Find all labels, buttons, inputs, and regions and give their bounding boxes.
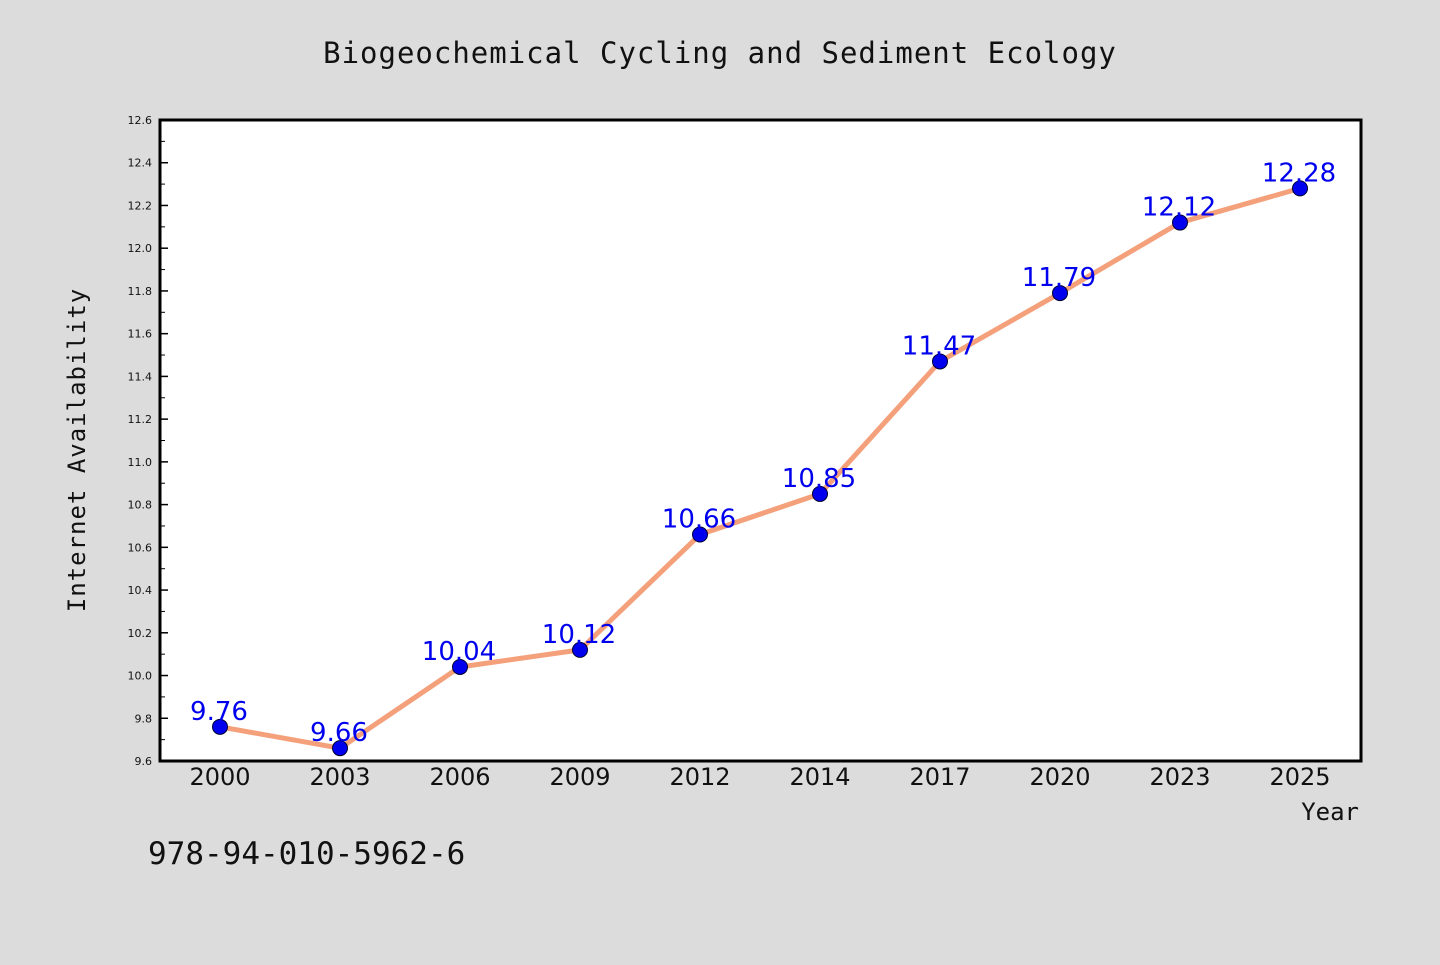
x-axis-label: Year [1301,798,1359,826]
chart-title: Biogeochemical Cycling and Sediment Ecol… [323,36,1117,70]
y-tick-label: 9.6 [135,755,153,768]
x-tick-label: 2012 [669,763,730,791]
y-tick-label: 10.8 [128,499,153,512]
y-tick-label: 11.8 [128,285,153,298]
data-point-marker [212,718,228,735]
data-value-label: 11.79 [1022,263,1096,293]
data-value-label: 9.76 [190,697,248,727]
y-tick-label: 11.4 [128,370,153,383]
y-axis-ticks: 9.6 9.8 10.0 10.2 10.4 10.6 10.8 11.0 11.2 11.4 11… [128,114,168,768]
data-point-marker [1052,285,1068,302]
x-tick-label: 2017 [909,763,970,791]
data-value-label: 10.12 [542,620,616,650]
y-tick-label: 11.2 [128,413,153,426]
x-tick-label: 2006 [429,763,490,791]
y-tick-label: 12.4 [128,157,153,170]
data-labels: 9.76 9.66 10.04 10.12 10.66 10.85 11.47 11.79 12… [190,158,1336,748]
data-point-marker [692,526,708,543]
x-tick-label: 2014 [789,763,850,791]
data-value-label: 10.66 [662,505,736,535]
x-tick-label: 2020 [1029,763,1090,791]
data-value-label: 12.28 [1262,158,1336,188]
x-tick-label: 2009 [549,763,610,791]
y-tick-label: 11.0 [128,456,153,469]
data-point-marker [812,485,828,502]
footer-isbn: 978-94-010-5962-6 [148,836,465,872]
data-point-marker [1172,214,1188,231]
y-tick-label: 10.0 [128,670,153,683]
data-value-label: 9.66 [310,718,368,748]
y-tick-label: 11.6 [128,328,153,341]
plot-area [158,118,1363,763]
x-tick-label: 2000 [189,763,250,791]
data-point-marker [932,353,948,370]
data-point-marker [452,658,468,675]
data-markers [212,180,1308,757]
y-tick-label: 10.2 [128,627,153,640]
y-tick-label: 12.6 [128,114,153,127]
x-tick-label: 2025 [1269,763,1330,791]
y-tick-label: 12.2 [128,199,153,212]
data-value-label: 10.85 [782,464,856,494]
x-axis-ticks: 2000 2003 2006 2009 2012 2014 2017 2020 2023 2025 [189,763,1330,791]
data-value-label: 11.47 [902,331,976,361]
data-point-marker [1292,180,1308,197]
y-tick-label: 10.4 [128,584,153,597]
data-value-label: 10.04 [422,637,496,667]
data-point-marker [572,641,588,658]
series-line [217,185,1303,751]
y-axis-label: Internet Availability [63,288,91,612]
x-tick-label: 2003 [309,763,370,791]
x-tick-label: 2023 [1149,763,1210,791]
data-point-marker [332,740,348,757]
data-value-label: 12.12 [1142,193,1216,223]
y-tick-label: 10.6 [128,541,153,554]
y-tick-label: 12.0 [128,242,153,255]
y-tick-label: 9.8 [135,712,153,725]
